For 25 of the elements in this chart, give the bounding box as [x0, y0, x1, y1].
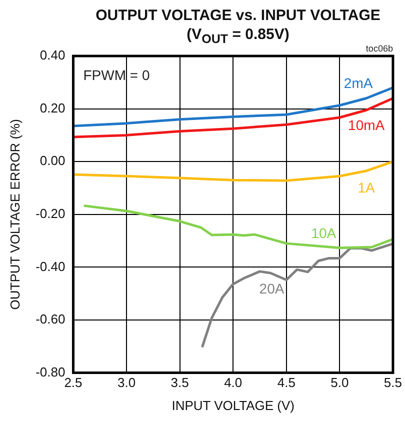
- chart-title: OUTPUT VOLTAGE vs. INPUT VOLTAGE: [94, 6, 382, 25]
- y-tick-label: -0.20: [36, 206, 66, 221]
- chart-subtitle: (V$_{OUT}$ = 0.85V): [186, 26, 290, 46]
- x-tick-label: 2.5: [64, 375, 82, 390]
- series-label: 10mA: [348, 116, 386, 133]
- y-tick-label: 0.40: [40, 48, 66, 63]
- x-tick-label: 5.0: [330, 375, 349, 390]
- y-tick-label: -0.80: [36, 364, 66, 380]
- x-tick-label: 5.5: [384, 375, 402, 390]
- y-tick-label: 0.20: [40, 100, 66, 116]
- series-label: 10A: [311, 224, 337, 241]
- x-tick-label: 4.0: [224, 375, 242, 390]
- text: toc06b: [366, 43, 393, 54]
- y-axis-title: OUTPUT VOLTAGE ERROR (%): [7, 119, 22, 310]
- series-label: 1A: [358, 180, 376, 196]
- x-tick-label: 3.0: [117, 375, 136, 390]
- y-tick-label: 0.00: [40, 153, 66, 168]
- x-axis-title: INPUT VOLTAGE (V): [172, 398, 294, 413]
- y-tick-label: -0.40: [36, 258, 66, 274]
- series-label: 20A: [259, 280, 285, 296]
- x-tick-label: 3.5: [170, 375, 189, 390]
- x-tick-label: 4.5: [277, 375, 296, 390]
- annotation: FPWM = 0: [83, 66, 150, 83]
- series-label: 2mA: [344, 75, 374, 92]
- y-tick-label: -0.60: [36, 312, 66, 327]
